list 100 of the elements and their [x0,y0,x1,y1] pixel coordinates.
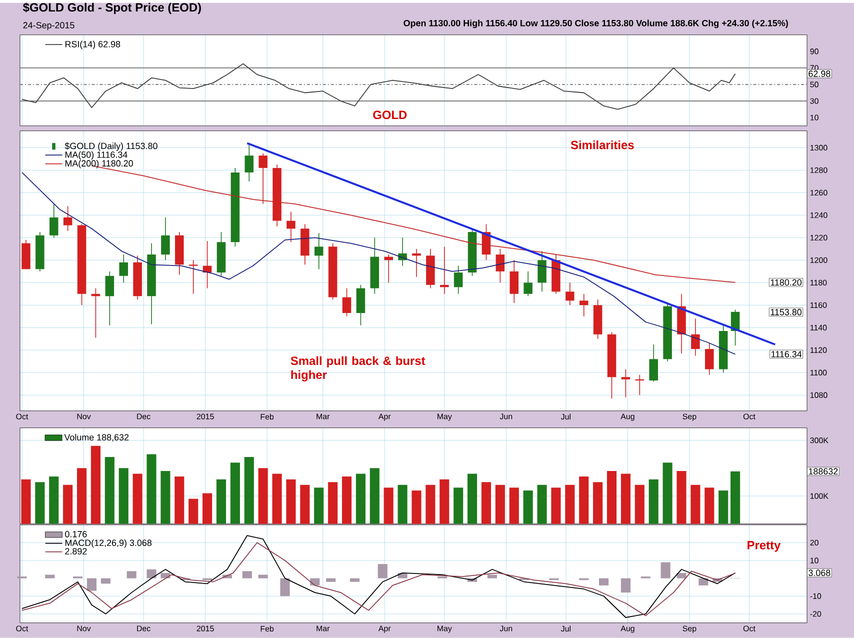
bar [384,488,394,524]
bar [86,578,97,591]
bar [49,476,59,524]
bar [244,457,254,524]
bar [76,468,87,524]
text: 188632 [808,468,838,475]
bar [45,574,55,578]
legend-label: RSI(14) 62.98 [65,40,120,50]
candlestick [510,260,519,304]
annotation: Similarities [570,140,634,150]
bar [216,479,226,524]
bar [132,474,142,524]
bar [440,479,450,524]
bar [146,454,156,524]
candlestick [524,271,532,297]
candlestick [566,282,574,306]
chart-title: $GOLD Gold - Spot Price (EOD) [23,2,201,14]
bar [660,562,670,578]
chart-subtitle: 24-Sep-2015 [23,22,74,30]
legend-label: MA(50) 1116.34 [65,151,128,160]
bar [326,578,336,582]
bar [118,468,128,524]
bar [100,578,110,584]
bar [378,564,388,578]
annotation: Pretty [748,541,781,552]
annotation: Small pull back & burst higher [290,356,426,382]
bar [242,571,252,578]
candlestick [621,368,630,398]
legend-label: Volume 188,632 [64,434,129,442]
bar [63,484,73,524]
bar [272,474,282,524]
candlestick [49,204,58,238]
bar [258,574,268,578]
bar [620,578,630,593]
bar [202,493,212,524]
line-series [22,172,736,355]
legend-label: 2.892 [65,548,87,555]
bar [704,488,714,524]
annotation: 1153.80 [770,309,802,316]
candlestick [314,232,324,270]
bar [90,446,100,524]
bar [398,484,408,524]
candlestick [538,250,546,292]
candlestick [63,206,72,232]
bar [104,457,114,524]
bar [487,574,497,578]
candlestick [649,344,658,382]
candlestick [705,343,714,376]
bar [21,479,31,524]
bar [676,573,686,578]
bar [370,468,380,524]
bar [698,578,708,586]
bar [468,474,478,524]
annotation: 1116.34 [771,351,802,358]
annotation: GOLD [373,110,407,120]
legend-label: $GOLD (Daily) 1153.80 [64,142,158,151]
candlestick [244,144,254,182]
bar [634,484,644,524]
candlestick [440,246,449,294]
bar [579,476,589,524]
bar [523,490,533,524]
bar [509,488,519,524]
bar [174,476,184,524]
bar [551,488,561,524]
candlestick [258,153,268,204]
bar [495,484,505,524]
bar [426,484,436,524]
text: Open 1130.00 High 1156.40 Low 1129.50 Close 1153.80 Volume 188.6K Chg +24.30 (+2.15%) [404,20,788,28]
legend-label: MA(200) 1180.20 [65,160,133,168]
candlestick [384,254,393,284]
bar [593,482,603,524]
bar [160,471,170,524]
bar [718,490,728,524]
bar [662,462,672,524]
bar [648,479,658,524]
bar [230,462,240,524]
line-series [22,63,736,110]
candlestick [119,254,128,284]
bar [350,578,360,582]
candlestick [188,260,198,294]
candlestick [454,265,463,294]
candlestick [412,248,421,278]
candlestick [342,288,352,317]
bar [620,474,630,524]
bar [188,498,198,524]
candlestick [579,294,588,317]
bar [599,578,609,586]
bar [537,484,547,524]
candlestick [286,211,296,243]
candlestick [161,217,170,261]
bar [730,471,740,524]
bar [565,484,575,524]
bar [412,490,422,524]
bar [481,482,492,524]
bar [126,571,136,578]
bar [146,569,156,578]
bar [328,482,338,524]
legend-label: MACD(12,26,9) 3.068 [65,540,152,548]
legend-label: 0.176 [65,531,87,538]
bar [676,471,686,524]
